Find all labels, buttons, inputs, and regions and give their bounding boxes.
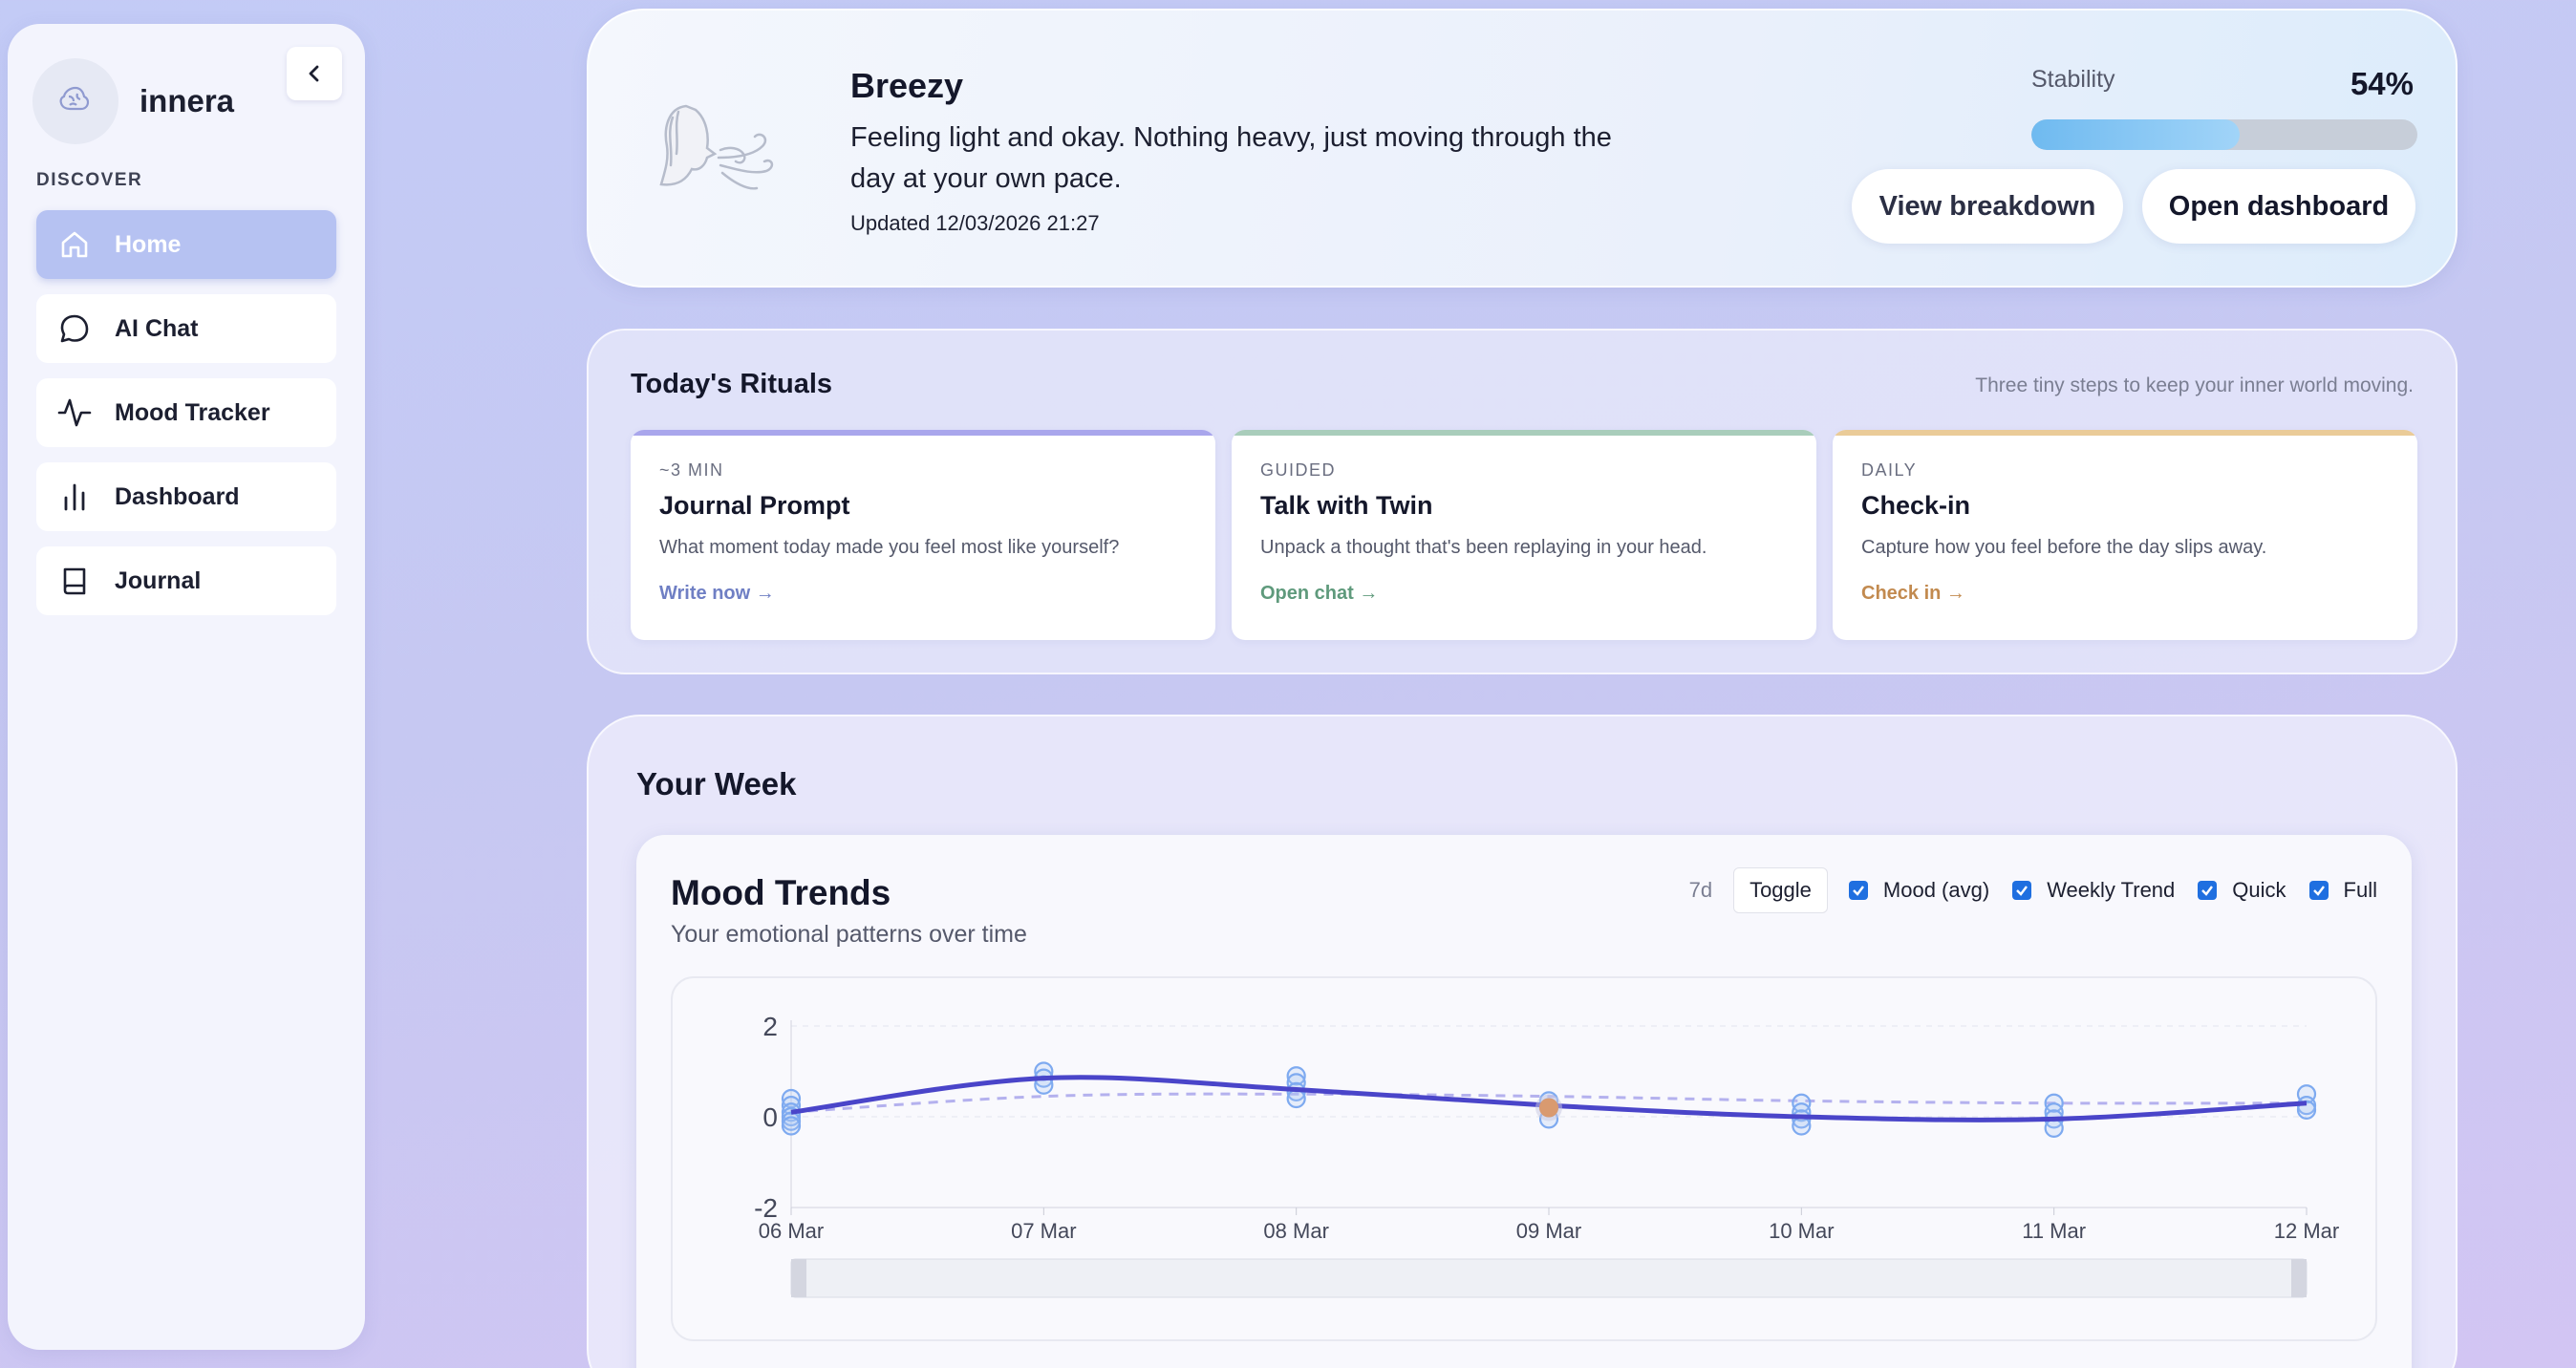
brand[interactable]: innera	[32, 58, 234, 144]
checkbox-checked-icon[interactable]	[2308, 881, 2329, 900]
ritual-description: Capture how you feel before the day slip…	[1861, 537, 2267, 558]
book-icon	[55, 562, 94, 600]
brand-name: innera	[140, 83, 235, 118]
sidebar-item-ai-chat[interactable]: AI Chat	[36, 294, 336, 363]
card-accent-line	[1833, 430, 2417, 436]
trend-subtitle: Your emotional patterns over time	[671, 921, 1027, 948]
ritual-name: Check-in	[1861, 491, 1971, 520]
checkbox-full[interactable]: Full	[2308, 878, 2377, 903]
entry-point	[781, 1116, 802, 1136]
toggle-button[interactable]: Toggle	[1733, 867, 1828, 913]
sidebar-item-mood-tracker[interactable]: Mood Tracker	[36, 378, 336, 447]
stability-progress-bar	[2031, 119, 2417, 150]
mood-title: Breezy	[850, 66, 964, 105]
checkbox-mood-avg[interactable]: Mood (avg)	[1848, 878, 1990, 903]
chevron-left-icon	[309, 65, 319, 82]
x-tick-label: 11 Mar	[2022, 1219, 2086, 1243]
sidebar-item-label: Dashboard	[115, 482, 240, 510]
brain-logo-icon	[32, 58, 118, 144]
range-slider-handle-right	[2291, 1259, 2307, 1297]
checkbox-label: Quick	[2232, 878, 2286, 902]
check-in-link[interactable]: Check in →	[1861, 583, 1965, 604]
x-tick-label: 09 Mar	[1516, 1219, 1581, 1243]
range-slider-track	[790, 1258, 2308, 1298]
stability-value: 54%	[2350, 66, 2414, 101]
x-tick-label: 07 Mar	[1011, 1219, 1076, 1243]
checkbox-label: Weekly Trend	[2047, 878, 2176, 902]
checkbox-checked-icon[interactable]	[2198, 881, 2218, 900]
sidebar-item-dashboard[interactable]: Dashboard	[36, 462, 336, 531]
your-week-panel: Your Week Mood Trends Your emotional pat…	[587, 715, 2458, 1368]
x-tick-label: 08 Mar	[1263, 1219, 1328, 1243]
ritual-kicker: DAILY	[1861, 460, 1918, 480]
ritual-card-journal-prompt[interactable]: ~3 MIN Journal Prompt What moment today …	[631, 430, 1215, 640]
sidebar-item-label: Journal	[115, 566, 202, 594]
checkbox-label: Mood (avg)	[1882, 878, 1990, 902]
checkbox-weekly-trend[interactable]: Weekly Trend	[2012, 878, 2175, 903]
stability-label: Stability	[2031, 66, 2115, 93]
mood-status-card: Breezy Feeling light and okay. Nothing h…	[587, 9, 2458, 288]
mood-trend-chart: 2 0 -206 Mar 07 Mar 08 Mar 09 Mar 10 Mar 11 Mar…	[754, 1012, 2339, 1298]
y-tick-label: 0	[762, 1102, 778, 1132]
ritual-card-talk-with-twin[interactable]: GUIDED Talk with Twin Unpack a thought t…	[1232, 430, 1816, 640]
entry-point	[1286, 1088, 1306, 1109]
nav-section-title: DISCOVER	[36, 170, 143, 190]
open-chat-link[interactable]: Open chat →	[1260, 583, 1379, 604]
entry-point	[2044, 1118, 2064, 1138]
ritual-name: Talk with Twin	[1260, 491, 1433, 520]
stability-progress-fill	[2031, 119, 2241, 150]
ritual-description: What moment today made you feel most lik…	[659, 537, 1120, 558]
wind-face-icon	[657, 98, 782, 208]
write-now-link[interactable]: Write now →	[659, 583, 775, 604]
x-tick-label: 12 Mar	[2274, 1219, 2339, 1243]
ritual-name: Journal Prompt	[659, 491, 850, 520]
sidebar-item-label: Mood Tracker	[115, 398, 270, 426]
bar-chart-icon	[55, 478, 94, 516]
mood-trends-card: Mood Trends Your emotional patterns over…	[636, 835, 2412, 1368]
chat-bubble-icon	[55, 310, 94, 348]
range-label[interactable]: 7d	[1688, 878, 1713, 902]
view-breakdown-button[interactable]: View breakdown	[1852, 169, 2123, 244]
checkbox-label: Full	[2343, 878, 2377, 902]
card-accent-line	[1232, 430, 1816, 436]
x-tick-label: 06 Mar	[759, 1219, 824, 1243]
range-slider-handle-left	[791, 1259, 806, 1297]
ritual-card-check-in[interactable]: DAILY Check-in Capture how you feel befo…	[1833, 430, 2417, 640]
y-tick-label: -2	[754, 1193, 778, 1223]
ritual-description: Unpack a thought that's been replaying i…	[1260, 537, 1707, 558]
sidebar-item-label: Home	[115, 230, 182, 258]
activity-icon	[55, 394, 94, 432]
ritual-kicker: GUIDED	[1260, 460, 1337, 480]
sidebar-item-home[interactable]: Home	[36, 210, 336, 279]
y-tick-label: 2	[762, 1012, 778, 1041]
open-dashboard-button[interactable]: Open dashboard	[2142, 169, 2415, 244]
sidebar-item-label: AI Chat	[115, 314, 199, 342]
week-title: Your Week	[636, 766, 797, 802]
rituals-title: Today's Rituals	[631, 369, 833, 399]
todays-rituals-panel: Today's Rituals Three tiny steps to keep…	[587, 329, 2458, 674]
checkbox-quick[interactable]: Quick	[2198, 878, 2286, 903]
x-tick-label: 10 Mar	[1769, 1219, 1834, 1243]
collapse-sidebar-button[interactable]	[287, 47, 342, 100]
highlight-point	[1539, 1098, 1558, 1118]
trend-controls: 7d Toggle Mood (avg) Weekly Trend Quick …	[1689, 867, 2377, 913]
entry-point	[1286, 1066, 1306, 1086]
entry-point	[1792, 1116, 1812, 1136]
chart-frame: 2 0 -2 06 Mar 07 Mar 08 Mar 09 Mar 10 Mar 11 Mar…	[671, 976, 2377, 1341]
sidebar: innera DISCOVER Home AI Chat Mood Tracke…	[8, 24, 365, 1350]
rituals-subtitle: Three tiny steps to keep your inner worl…	[1975, 374, 2414, 396]
ritual-kicker: ~3 MIN	[659, 460, 724, 480]
card-accent-line	[631, 430, 1215, 436]
mood-description: Feeling light and okay. Nothing heavy, j…	[850, 122, 1612, 194]
home-icon	[55, 225, 94, 264]
sidebar-item-journal[interactable]: Journal	[36, 546, 336, 615]
checkbox-checked-icon[interactable]	[1848, 881, 1868, 900]
checkbox-checked-icon[interactable]	[2012, 881, 2032, 900]
updated-timestamp: Updated 12/03/2026 21:27	[850, 211, 1100, 235]
trend-title: Mood Trends	[671, 873, 891, 912]
entry-point	[781, 1111, 802, 1131]
